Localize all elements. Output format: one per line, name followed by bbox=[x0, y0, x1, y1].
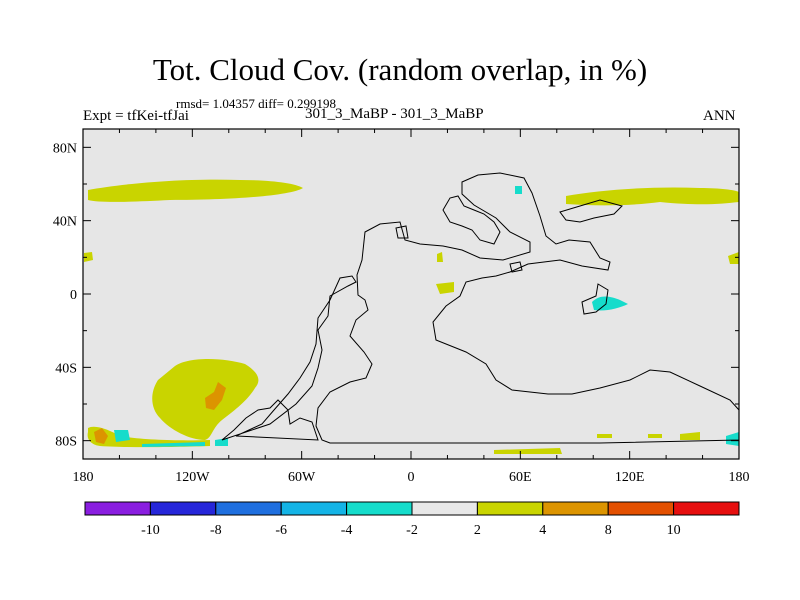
colorbar-label: -10 bbox=[141, 523, 160, 538]
colorbar-label: -8 bbox=[210, 523, 222, 538]
anomaly-south-strip-2 bbox=[494, 448, 562, 454]
coastline-island-2 bbox=[509, 261, 523, 273]
colorbar-swatch bbox=[280, 501, 348, 516]
y-tick-label: 80S bbox=[55, 435, 77, 450]
coastline-island-3 bbox=[395, 225, 409, 239]
x-tick-label: 60E bbox=[509, 470, 532, 485]
x-axis: 180 120W 60W 0 60E 120E 180 bbox=[73, 129, 750, 485]
y-axis: 80N 40N 0 40S 80S bbox=[53, 141, 739, 450]
anomaly-small-1 bbox=[437, 252, 443, 262]
anomaly-south-strip-3 bbox=[680, 432, 700, 440]
anomaly-small-2 bbox=[436, 282, 454, 294]
x-tick-label: 180 bbox=[729, 470, 750, 485]
coastline-main-continent bbox=[315, 172, 740, 444]
plot-title: Tot. Cloud Cov. (random overlap, in %) bbox=[152, 52, 648, 87]
anomaly-south-strip-5 bbox=[648, 434, 662, 438]
anomaly-cyan-south-2 bbox=[215, 438, 228, 446]
anomaly-north-pacific-band bbox=[88, 179, 303, 202]
colorbar-swatch bbox=[673, 501, 740, 516]
y-tick-label: 80N bbox=[53, 141, 77, 156]
case-label: 301_3_MaBP - 301_3_MaBP bbox=[305, 106, 484, 122]
negative-anomaly-regions bbox=[114, 186, 739, 447]
colorbar-label: 10 bbox=[667, 523, 681, 538]
colorbar-swatch bbox=[542, 501, 609, 516]
strong-positive-regions bbox=[94, 382, 226, 444]
colorbar: -10 -8 -6 -4 -2 2 4 8 10 bbox=[84, 501, 740, 538]
colorbar-swatch bbox=[411, 501, 478, 516]
x-tick-label: 120E bbox=[615, 470, 645, 485]
colorbar-label: -6 bbox=[275, 523, 287, 538]
colorbar-label: -4 bbox=[341, 523, 353, 538]
stats-line: rmsd= 1.04357 diff= 0.299198 bbox=[176, 96, 336, 111]
x-tick-label: 0 bbox=[408, 470, 415, 485]
anomaly-small-4 bbox=[728, 252, 739, 264]
y-tick-label: 40N bbox=[53, 215, 77, 230]
colorbar-swatch bbox=[149, 501, 217, 516]
coastline-island-1 bbox=[581, 283, 609, 315]
anomaly-cyan-north bbox=[515, 186, 522, 194]
colorbar-label: 8 bbox=[605, 523, 612, 538]
colorbar-swatch bbox=[215, 501, 282, 516]
y-tick-label: 40S bbox=[55, 361, 77, 376]
anomaly-cyan-south-3 bbox=[726, 432, 739, 446]
colorbar-label: 4 bbox=[539, 523, 546, 538]
season-label: ANN bbox=[703, 108, 736, 124]
anomaly-cyan-south-1 bbox=[114, 430, 130, 442]
anomaly-southern-ocean-strip bbox=[87, 426, 210, 448]
colorbar-swatch bbox=[476, 501, 544, 516]
coastlines bbox=[221, 172, 740, 444]
coastline-western-continent bbox=[221, 275, 357, 441]
anomaly-south-strip-4 bbox=[597, 434, 612, 438]
colorbar-swatch bbox=[607, 501, 675, 516]
anomaly-small-3 bbox=[84, 252, 93, 262]
anomaly-orange-1 bbox=[205, 382, 226, 410]
coastline-east-asia bbox=[559, 199, 623, 223]
anomaly-cyan-indian-ocean bbox=[592, 296, 628, 311]
anomaly-orange-2 bbox=[94, 428, 108, 444]
anomaly-cyan-strip bbox=[142, 442, 205, 447]
y-tick-label: 0 bbox=[70, 288, 77, 303]
colorbar-swatch bbox=[346, 501, 413, 516]
coastline-northern-continent bbox=[442, 195, 501, 245]
x-tick-label: 180 bbox=[73, 470, 94, 485]
colorbar-swatch bbox=[84, 501, 151, 516]
x-tick-label: 120W bbox=[175, 470, 210, 485]
colorbar-label: 2 bbox=[474, 523, 481, 538]
experiment-label: Expt = tfKei-tfJai bbox=[83, 108, 189, 124]
anomaly-north-atlantic-band bbox=[566, 187, 739, 206]
x-tick-label: 60W bbox=[288, 470, 316, 485]
colorbar-label: -2 bbox=[406, 523, 418, 538]
